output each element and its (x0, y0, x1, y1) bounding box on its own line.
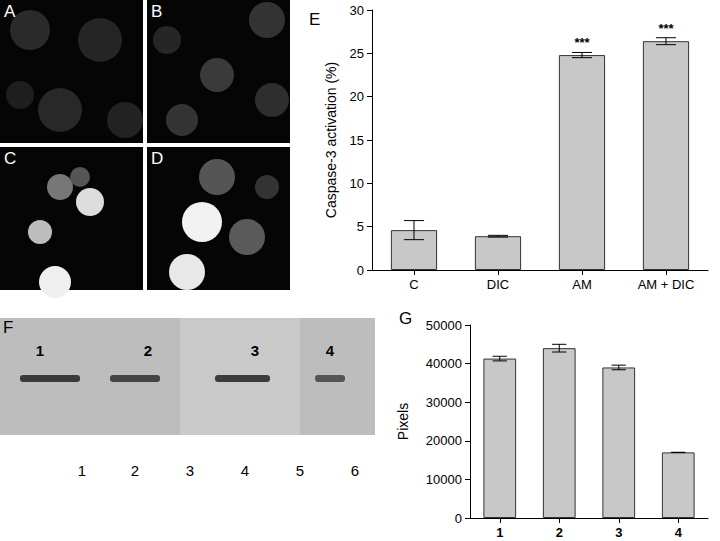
svg-text:10: 10 (350, 176, 364, 191)
svg-text:6: 6 (351, 462, 359, 479)
svg-text:5: 5 (296, 462, 304, 479)
svg-text:G: G (399, 309, 412, 328)
svg-text:B: B (151, 2, 162, 21)
svg-text:0: 0 (455, 511, 462, 526)
svg-text:E: E (309, 10, 320, 29)
svg-text:3: 3 (186, 462, 194, 479)
svg-text:5: 5 (357, 219, 364, 234)
svg-text:25: 25 (350, 46, 364, 61)
svg-text:D: D (151, 149, 163, 168)
svg-text:10000: 10000 (426, 472, 462, 487)
svg-text:50000: 50000 (426, 318, 462, 333)
svg-text:1: 1 (78, 462, 86, 479)
svg-text:40000: 40000 (426, 356, 462, 371)
svg-text:C: C (409, 277, 418, 292)
svg-text:4: 4 (675, 525, 683, 540)
svg-text:Pixels: Pixels (395, 403, 411, 440)
svg-text:***: *** (574, 35, 590, 50)
svg-text:1: 1 (496, 525, 503, 540)
svg-text:AM + DIC: AM + DIC (638, 277, 695, 292)
svg-text:1: 1 (36, 342, 44, 359)
svg-text:A: A (4, 2, 16, 21)
svg-text:***: *** (658, 21, 674, 36)
svg-text:AM: AM (572, 277, 592, 292)
svg-text:15: 15 (350, 133, 364, 148)
svg-text:0: 0 (357, 263, 364, 278)
svg-text:2: 2 (556, 525, 563, 540)
svg-text:2: 2 (131, 462, 139, 479)
svg-text:3: 3 (615, 525, 622, 540)
svg-text:4: 4 (326, 342, 335, 359)
svg-text:30: 30 (350, 3, 364, 18)
svg-text:20000: 20000 (426, 433, 462, 448)
svg-text:F: F (3, 318, 13, 337)
svg-text:30000: 30000 (426, 395, 462, 410)
svg-text:Caspase-3 activation (%): Caspase-3 activation (%) (323, 62, 339, 218)
svg-text:20: 20 (350, 89, 364, 104)
svg-text:4: 4 (241, 462, 249, 479)
svg-text:C: C (4, 149, 16, 168)
svg-text:2: 2 (144, 342, 152, 359)
svg-text:3: 3 (251, 342, 259, 359)
svg-text:DIC: DIC (487, 277, 509, 292)
